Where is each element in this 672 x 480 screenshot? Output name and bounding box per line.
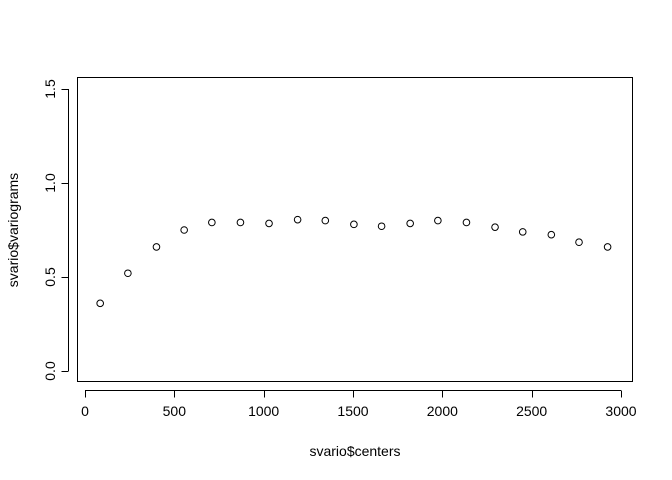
x-tick-label: 2500 [516, 403, 547, 419]
y-tick-label: 0.0 [42, 361, 58, 381]
x-axis: 0 500 1000 1500 2000 2500 3000 [81, 390, 637, 419]
x-tick-label: 2000 [427, 403, 458, 419]
data-point [547, 230, 556, 239]
plot-frame [77, 77, 633, 382]
data-point [406, 219, 414, 228]
data-point [462, 218, 471, 227]
x-axis-title: svario$centers [309, 443, 400, 459]
y-tick-label: 1.5 [42, 79, 58, 99]
y-tick-label: 0.5 [42, 267, 58, 287]
data-point [293, 215, 302, 224]
data-point [603, 243, 612, 251]
x-tick-label: 1500 [337, 403, 368, 419]
y-tick-label: 1.0 [42, 173, 58, 193]
data-point [350, 220, 358, 229]
x-tick-label: 3000 [605, 403, 636, 419]
data-point [491, 223, 499, 231]
data-point [152, 243, 161, 251]
data-points [96, 215, 612, 308]
data-point [96, 299, 104, 308]
data-point [518, 228, 527, 236]
y-axis-title: svario$variograms [5, 173, 21, 287]
data-point [377, 222, 386, 231]
x-tick-label: 500 [163, 403, 187, 419]
x-tick-label: 0 [81, 403, 89, 419]
data-point [575, 238, 583, 247]
data-point [124, 269, 132, 278]
data-point [208, 218, 216, 227]
data-point [236, 218, 245, 227]
data-point [321, 216, 330, 225]
data-point [434, 216, 442, 225]
x-tick-label: 1000 [248, 403, 279, 419]
data-point [265, 219, 273, 228]
data-point [180, 226, 188, 234]
y-axis: 0.0 0.5 1.0 1.5 [42, 79, 69, 381]
